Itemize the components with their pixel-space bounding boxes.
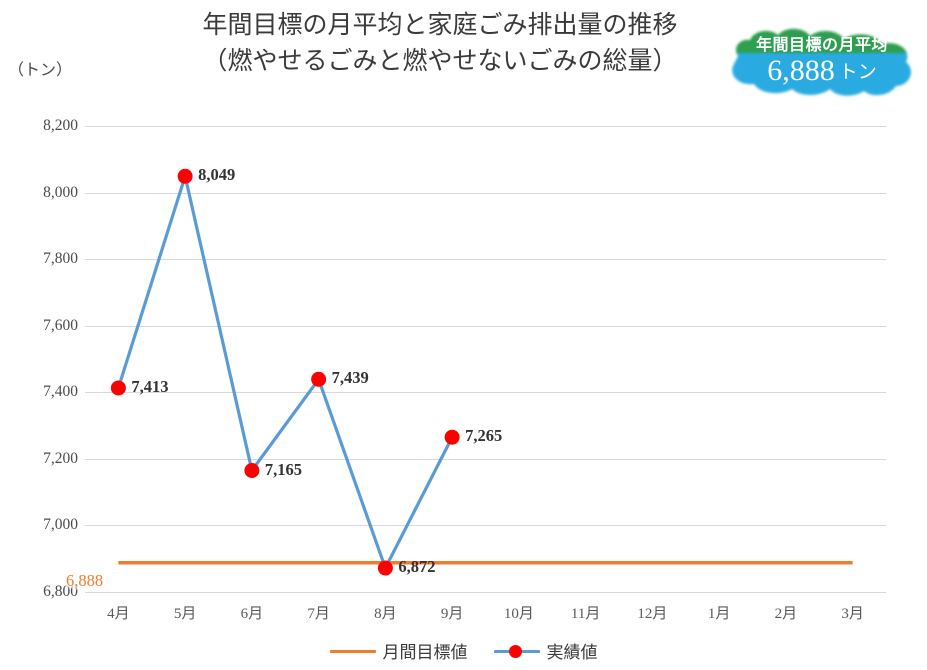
x-axis-tick-label: 7月 bbox=[307, 606, 330, 622]
x-axis-tick-label: 9月 bbox=[440, 606, 464, 622]
gridline bbox=[85, 126, 886, 127]
legend-label-actual: 実績値 bbox=[546, 643, 598, 662]
chart-title: 年間目標の月平均と家庭ごみ排出量の推移 （燃やせるごみと燃やせないごみの総量） bbox=[110, 8, 770, 79]
legend-label-target: 月間目標値 bbox=[382, 643, 468, 662]
badge-value-group: 6,888 トン bbox=[726, 54, 918, 88]
x-axis-tick-label: 12月 bbox=[637, 606, 668, 622]
y-axis-tick-label: 7,800 bbox=[43, 250, 78, 268]
data-point-label: 7,413 bbox=[131, 376, 169, 396]
legend-swatch-target-icon bbox=[329, 643, 376, 659]
y-axis-tick-label: 6,800 bbox=[43, 583, 78, 600]
badge-unit: トン bbox=[838, 62, 877, 83]
badge-text-group: 年間目標の月平均 6,888 トン bbox=[726, 26, 918, 98]
y-axis-tick-labels: 8,200 8,000 7,800 7,600 7,400 7,200 7,000 6,800 bbox=[0, 117, 78, 600]
data-point-label: 6,872 bbox=[398, 557, 436, 577]
legend-item-actual[interactable]: 実績値 bbox=[493, 638, 598, 663]
chart-title-line-2: （燃やせるごみと燃やせないごみの総量） bbox=[202, 47, 678, 75]
legend-item-target[interactable]: 月間目標値 bbox=[329, 638, 468, 663]
badge-caption: 年間目標の月平均 bbox=[755, 37, 888, 54]
gridline bbox=[85, 259, 886, 261]
x-axis-tick-label: 8月 bbox=[374, 606, 397, 622]
x-axis-tick-label: 5月 bbox=[173, 606, 197, 622]
y-axis-tick-label: 7,400 bbox=[43, 383, 78, 401]
chart-legend: 月間目標値 実績値 bbox=[0, 638, 927, 663]
y-axis-tick-label: 8,200 bbox=[43, 117, 78, 134]
x-axis-tick-label: 4月 bbox=[107, 606, 130, 622]
y-axis-tick-label: 8,000 bbox=[43, 183, 78, 201]
plot-area bbox=[85, 126, 886, 593]
x-axis-tick-label: 11月 bbox=[570, 606, 601, 622]
chart-title-line-1: 年間目標の月平均と家庭ごみ排出量の推移 bbox=[202, 12, 678, 39]
gridline bbox=[85, 392, 886, 394]
target-value-label: 6,888 bbox=[66, 570, 104, 590]
y-axis-tick-label: 7,000 bbox=[43, 516, 78, 534]
gridline bbox=[85, 592, 886, 593]
gridline bbox=[85, 458, 886, 460]
x-axis-tick-label: 2月 bbox=[774, 606, 798, 622]
gridline bbox=[85, 525, 886, 527]
data-point-label: 8,049 bbox=[198, 165, 236, 185]
y-axis-tick-label: 7,200 bbox=[43, 449, 78, 467]
legend-swatch-actual-icon bbox=[493, 643, 540, 659]
y-axis-unit-label: （トン） bbox=[8, 62, 73, 79]
badge-cloud-shape bbox=[732, 28, 911, 96]
x-axis-tick-label: 3月 bbox=[841, 606, 864, 622]
x-axis-tick-label: 1月 bbox=[707, 606, 731, 622]
x-axis-tick-label: 6月 bbox=[240, 606, 264, 622]
data-point-label: 7,165 bbox=[264, 459, 302, 479]
gridline bbox=[85, 325, 886, 327]
badge-value: 6,888 bbox=[767, 54, 835, 87]
data-point-label: 7,265 bbox=[465, 426, 503, 446]
gridline bbox=[85, 192, 886, 194]
x-axis-tick-label: 10月 bbox=[503, 606, 534, 622]
data-point-label: 7,439 bbox=[331, 368, 369, 388]
annual-target-badge: 年間目標の月平均 6,888 トン bbox=[726, 26, 918, 98]
y-axis-tick-label: 7,600 bbox=[43, 316, 78, 334]
